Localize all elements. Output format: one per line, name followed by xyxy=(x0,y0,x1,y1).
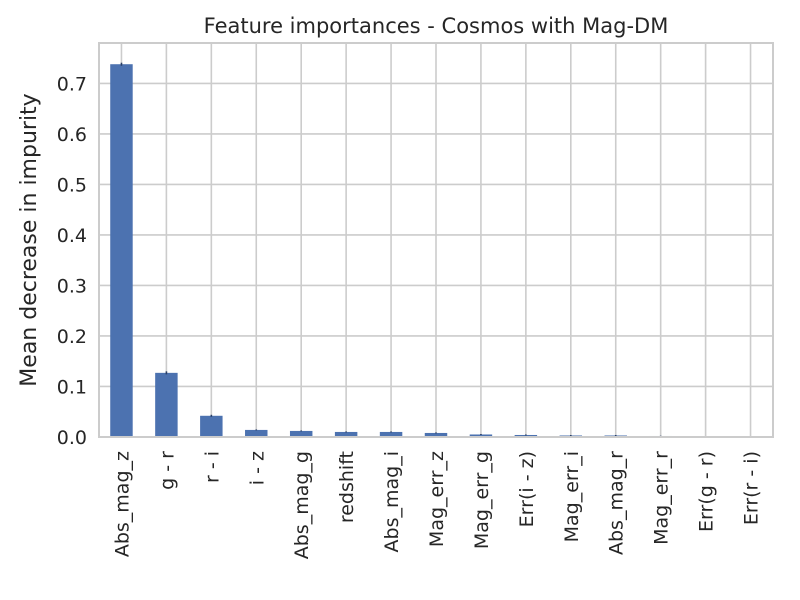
x-tick-label: Mag_err_r xyxy=(651,451,673,545)
bar xyxy=(110,64,133,437)
bar xyxy=(379,431,403,437)
y-tick-label: 0.3 xyxy=(57,275,87,297)
bar xyxy=(200,415,223,437)
x-tick-label: Mag_err_g xyxy=(471,451,493,549)
x-tick-label: redshift xyxy=(336,451,358,523)
y-axis-label: Mean decrease in impurity xyxy=(17,93,42,386)
y-tick-label: 0.5 xyxy=(57,174,87,196)
bar xyxy=(514,434,538,437)
x-tick-label: Abs_mag_z xyxy=(111,451,133,557)
bar xyxy=(155,372,178,437)
bar xyxy=(289,430,313,437)
x-axis-ticks: Abs_mag_z g - r r - i i - z Abs_mag_g redshif… xyxy=(111,451,762,559)
y-tick-label: 0.4 xyxy=(57,225,87,247)
bar xyxy=(424,432,448,437)
x-tick-label: Abs_mag_i xyxy=(381,451,403,552)
y-axis-ticks: 0.0 0.1 0.2 0.3 0.4 0.5 0.6 0.7 xyxy=(57,73,87,449)
bar xyxy=(245,429,268,437)
chart-title: Feature importances - Cosmos with Mag-DM xyxy=(204,14,669,38)
x-tick-label: i - z xyxy=(246,451,268,485)
x-tick-label: g - r xyxy=(156,451,178,490)
x-tick-label: Mag_err_z xyxy=(426,451,448,547)
y-tick-label: 0.2 xyxy=(57,326,87,348)
x-tick-label: Abs_mag_g xyxy=(291,451,313,559)
y-tick-label: 0.0 xyxy=(57,427,87,449)
x-tick-label: Err(r - i) xyxy=(741,451,763,525)
x-tick-label: Err(g - r) xyxy=(696,451,718,532)
x-tick-label: r - i xyxy=(201,451,223,483)
x-tick-label: Abs_mag_r xyxy=(606,451,628,555)
bar xyxy=(469,434,493,437)
bar xyxy=(334,431,358,437)
x-tick-label: Err(i - z) xyxy=(516,451,538,527)
y-tick-label: 0.6 xyxy=(57,124,87,146)
y-tick-label: 0.7 xyxy=(57,73,87,95)
y-tick-label: 0.1 xyxy=(57,376,87,398)
grid xyxy=(99,43,773,438)
x-tick-label: Mag_err_i xyxy=(561,451,583,542)
plot-frame xyxy=(98,42,774,438)
